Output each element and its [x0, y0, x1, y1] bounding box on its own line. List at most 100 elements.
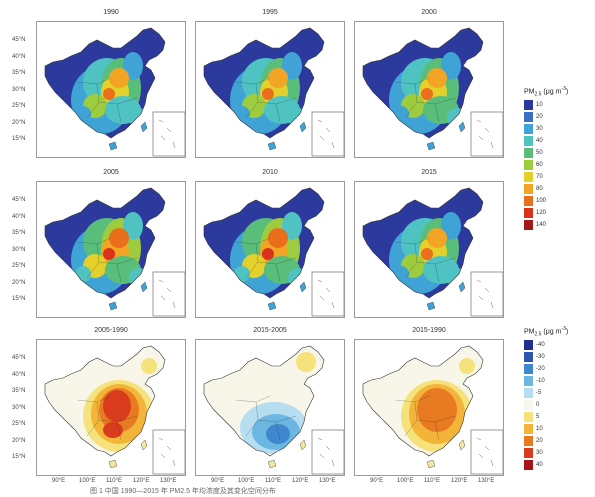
legend-difference-swatch [524, 448, 533, 458]
longitude-label: 100°E [397, 478, 414, 484]
legend-absolute-swatch [524, 220, 533, 230]
legend-difference-tick-label: 5 [536, 414, 540, 420]
latitude-label: 15°N [12, 136, 26, 142]
panel-title: 1990 [103, 9, 119, 16]
panel-title: 1995 [262, 9, 278, 16]
legend-difference-tick-label: -5 [536, 390, 542, 396]
panel-title: 2015-2005 [253, 327, 287, 334]
legend-difference-swatch [524, 460, 533, 470]
latitude-label: 25°N [12, 263, 26, 269]
latitude-label: 30°N [12, 86, 26, 93]
longitude-label: 130°E [160, 478, 177, 484]
panel-title: 2015-1990 [412, 327, 446, 334]
china-map [44, 345, 185, 475]
legend-absolute-swatch [524, 124, 533, 134]
legend-difference-swatch [524, 424, 533, 434]
longitude-label: 110°E [106, 478, 122, 484]
map-panel [36, 339, 186, 476]
longitude-label: 120°E [451, 478, 468, 484]
map-panel [195, 181, 345, 318]
legend-difference-tick-label: 10 [536, 426, 543, 432]
legend-absolute-tick-label: 20 [536, 114, 543, 120]
panel-title: 2005 [103, 169, 119, 176]
china-map [362, 345, 503, 475]
legend-difference-tick-label: -20 [536, 366, 545, 372]
legend-difference-tick-label: -30 [536, 354, 545, 360]
latitude-label: 40°N [12, 371, 26, 378]
latitude-label: 35°N [12, 388, 26, 394]
map-panel [354, 21, 504, 158]
legend-difference-tick-label: -40 [536, 342, 545, 348]
china-map [44, 27, 185, 157]
map-panel [195, 339, 345, 476]
legend-absolute-title: PM2.5 (μg m-3) [524, 86, 569, 98]
map-panel [354, 339, 504, 476]
longitude-label: 130°E [319, 478, 336, 484]
latitude-label: 30°N [12, 404, 26, 411]
legend-difference-swatch [524, 400, 533, 410]
latitude-label: 40°N [12, 213, 26, 220]
latitude-label: 15°N [12, 296, 26, 302]
panel-title: 2005-1990 [94, 327, 128, 334]
map-panel [354, 181, 504, 318]
latitude-label: 20°N [12, 119, 26, 126]
latitude-label: 45°N [12, 355, 26, 361]
china-map [362, 27, 503, 157]
legend-difference-tick-label: 30 [536, 450, 543, 456]
legend-absolute-tick-label: 60 [536, 162, 543, 168]
panel-title: 2015 [421, 169, 437, 176]
latitude-label: 40°N [12, 53, 26, 60]
map-panel [36, 181, 186, 318]
china-map [203, 187, 344, 317]
panel-title: 2000 [421, 9, 437, 16]
longitude-label: 120°E [133, 478, 150, 484]
legend-absolute-tick-label: 70 [536, 174, 543, 180]
map-panel [36, 21, 186, 158]
china-map [362, 187, 503, 317]
legend-difference-title: PM2.5 (μg m-3) [524, 326, 569, 338]
figure-caption: 图 1 中国 1990—2015 年 PM2.5 年均浓度及其变化空间分布 [90, 488, 276, 495]
legend-absolute-tick-label: 80 [536, 186, 543, 192]
longitude-label: 90°E [211, 478, 225, 484]
legend-difference-tick-label: 0 [536, 402, 540, 408]
legend-absolute-swatch [524, 148, 533, 158]
latitude-label: 20°N [12, 279, 26, 286]
legend-absolute-swatch [524, 100, 533, 110]
legend-absolute-tick-label: 140 [536, 222, 547, 228]
legend-difference-tick-label: -10 [536, 378, 545, 384]
longitude-label: 100°E [238, 478, 255, 484]
legend-absolute-tick-label: 30 [536, 126, 543, 132]
longitude-label: 90°E [52, 478, 66, 484]
legend-difference-swatch [524, 436, 533, 446]
longitude-label: 130°E [478, 478, 495, 484]
china-map [203, 27, 344, 157]
latitude-label: 20°N [12, 437, 26, 444]
legend-difference-swatch [524, 364, 533, 374]
legend-absolute-tick-label: 100 [536, 198, 547, 204]
china-map [44, 187, 185, 317]
latitude-label: 15°N [12, 454, 26, 460]
legend-absolute-tick-label: 40 [536, 138, 543, 144]
legend-absolute-swatch [524, 172, 533, 182]
legend-difference-swatch [524, 412, 533, 422]
longitude-label: 100°E [79, 478, 96, 484]
legend-absolute-tick-label: 120 [536, 210, 547, 216]
latitude-label: 25°N [12, 421, 26, 427]
latitude-label: 35°N [12, 70, 26, 76]
legend-difference-swatch [524, 340, 533, 350]
latitude-label: 45°N [12, 37, 26, 43]
latitude-label: 45°N [12, 197, 26, 203]
legend-absolute-swatch [524, 196, 533, 206]
legend-difference-swatch [524, 376, 533, 386]
latitude-label: 35°N [12, 230, 26, 236]
panel-title: 2010 [262, 169, 278, 176]
legend-difference-swatch [524, 352, 533, 362]
map-panel [195, 21, 345, 158]
legend-absolute-swatch [524, 208, 533, 218]
latitude-label: 25°N [12, 103, 26, 109]
longitude-label: 120°E [292, 478, 309, 484]
legend-absolute-tick-label: 10 [536, 102, 543, 108]
legend-difference-tick-label: 20 [536, 438, 543, 444]
legend-difference-swatch [524, 388, 533, 398]
longitude-label: 110°E [265, 478, 281, 484]
